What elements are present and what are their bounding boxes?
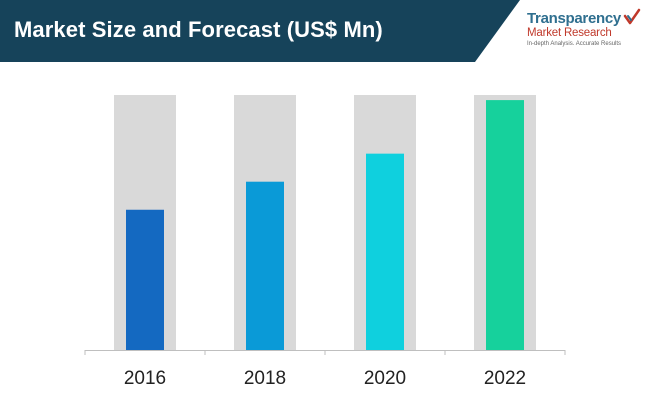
x-tick-label: 2018 (244, 368, 286, 389)
brand-logo: Transparency Market Research In-depth An… (527, 8, 645, 62)
check-chevron-icon (623, 8, 641, 25)
bar-2022 (486, 100, 524, 350)
bar-2020 (366, 153, 404, 350)
logo-name-line2: Market Research (527, 27, 612, 39)
banner-shape (0, 0, 520, 62)
logo-name-line1: Transparency (527, 10, 621, 27)
x-tick-label: 2022 (484, 368, 526, 389)
chart-title: Market Size and Forecast (US$ Mn) (14, 17, 383, 42)
x-tick-label: 2016 (124, 368, 166, 389)
bar-2016 (126, 209, 164, 350)
bar-2018 (246, 181, 284, 350)
x-tick-label: 2020 (364, 368, 406, 389)
title-banner: Market Size and Forecast (US$ Mn) (0, 0, 520, 62)
logo-tagline: In-depth Analysis. Accurate Results (527, 41, 622, 47)
